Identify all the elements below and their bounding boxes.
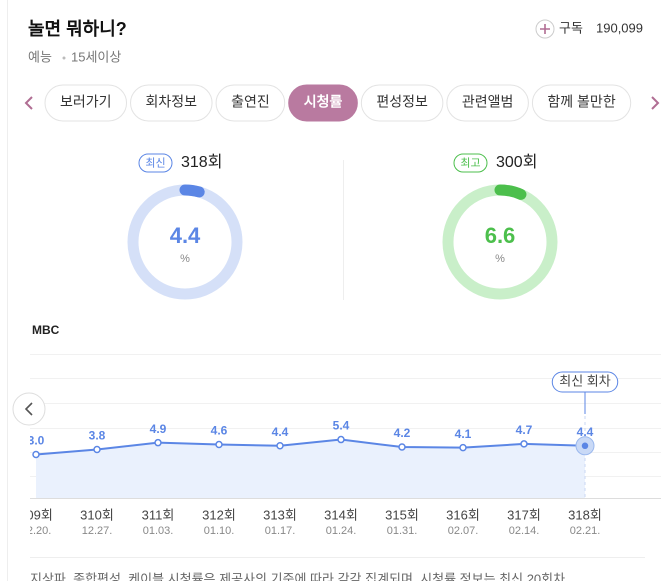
tab-bar: 보러가기 회차정보 출연진 시청률 편성정보 관련앨범 함께 볼만한: [44, 84, 632, 122]
date-label: 12.20.: [21, 525, 52, 537]
line: [35, 438, 586, 456]
show-title: 놀면 뭐하니?: [28, 19, 127, 39]
tab[interactable]: [215, 84, 286, 122]
separator-dot: [62, 56, 66, 60]
prev-button[interactable]: [12, 392, 46, 426]
x-tick-label: 315회: [385, 507, 419, 522]
tab[interactable]: [360, 84, 444, 122]
footnote: 지상파, 종합편성, 케이블 시청률은 제공사의 기준에 따라 각각 집계되며,…: [30, 571, 565, 581]
value-label: 4.4: [272, 425, 289, 439]
tab-prev-arrow[interactable]: [24, 96, 33, 110]
callout-box: [551, 371, 619, 393]
badge: [453, 153, 488, 173]
date-label: 12.27.: [82, 525, 113, 537]
date-label: 01.24.: [326, 525, 357, 537]
x-tick-label: 316회: [446, 507, 480, 522]
x-tick-label: 314회: [324, 507, 358, 522]
tab-label[interactable]: 회차정보: [146, 94, 198, 110]
tab-active[interactable]: [288, 84, 358, 122]
gauges: 최신 318회 4.4% 최고 300회 6.6%: [127, 153, 558, 300]
x-tick-label: 309회: [19, 507, 53, 522]
value-label: 4.4: [577, 425, 594, 439]
badge: [138, 153, 173, 173]
gauge-arc: [494, 184, 527, 200]
value-label: 3.0: [28, 434, 45, 448]
age-rating: 15세이상: [71, 49, 121, 64]
value-label: 4.7: [516, 423, 533, 437]
point: [398, 443, 406, 451]
date-label: 01.31.: [387, 525, 418, 537]
tab[interactable]: [44, 84, 128, 122]
subscribe-button[interactable]: 구독 190,099: [535, 19, 643, 39]
value-label: 4.6: [211, 424, 228, 438]
chart-prev-button[interactable]: [12, 392, 46, 426]
tab-label[interactable]: 보러가기: [60, 94, 112, 110]
gauge-arc: [179, 184, 205, 198]
tab-label[interactable]: 시청률: [304, 94, 343, 110]
point: [32, 450, 40, 459]
tab[interactable]: [130, 84, 213, 122]
point: [581, 442, 589, 450]
gauge-unit: %: [180, 253, 190, 265]
value-label: 4.9: [150, 422, 167, 436]
tab-label[interactable]: 관련앨범: [462, 94, 514, 110]
x-tick-label: 310회: [80, 507, 114, 522]
point: [215, 440, 223, 449]
badge-label: 최신: [145, 156, 165, 169]
tab-label[interactable]: 함께 볼만한: [547, 94, 615, 110]
point: [520, 440, 528, 448]
point: [154, 438, 162, 447]
x-tick-label: 312회: [202, 507, 236, 522]
gauge-unit: %: [495, 253, 505, 265]
subscriber-count: 190,099: [596, 20, 643, 35]
date-label: 02.07.: [448, 525, 479, 537]
point: [93, 445, 101, 454]
badge-label: 최고: [460, 156, 480, 169]
date-label: 02.21.: [570, 525, 601, 537]
tab[interactable]: [531, 84, 632, 122]
area: [36, 439, 585, 498]
date-label: 02.14.: [509, 525, 540, 537]
date-label: 01.10.: [204, 525, 235, 537]
date-label: 01.03.: [143, 525, 174, 537]
x-tick-label: 317회: [507, 507, 541, 522]
x-tick-label: 313회: [263, 507, 297, 522]
tab-label[interactable]: 출연진: [231, 94, 270, 110]
x-tick-label: 318회: [568, 507, 602, 522]
subscribe-label[interactable]: 구독: [559, 20, 583, 35]
genre: 예능: [28, 49, 52, 64]
value-label: 3.8: [89, 429, 106, 443]
point: [276, 442, 284, 450]
value-label: 4.1: [455, 427, 472, 441]
plus-icon: [540, 24, 550, 34]
gauge-value: 6.6: [485, 223, 516, 248]
tab[interactable]: [446, 84, 529, 122]
x-tick-label: 311회: [142, 507, 175, 522]
chart: 3.0 309회 12.20. 3.8 310회 12.27. 4.9 311회 01.03. 4…: [19, 354, 661, 537]
tab-label[interactable]: 편성정보: [376, 94, 428, 110]
value-label: 5.4: [333, 419, 350, 433]
episode: 300회: [496, 153, 537, 171]
point: [337, 435, 345, 444]
prev-chevron: [24, 402, 33, 416]
gauge-value: 4.4: [170, 223, 201, 248]
channel-label: MBC: [32, 323, 60, 337]
date-label: 01.17.: [265, 525, 296, 537]
tab-next-arrow[interactable]: [651, 96, 660, 110]
episode: 318회: [181, 153, 222, 171]
point: [459, 443, 467, 452]
value-label: 4.2: [394, 426, 411, 440]
callout-label: 최신 회차: [559, 373, 610, 388]
